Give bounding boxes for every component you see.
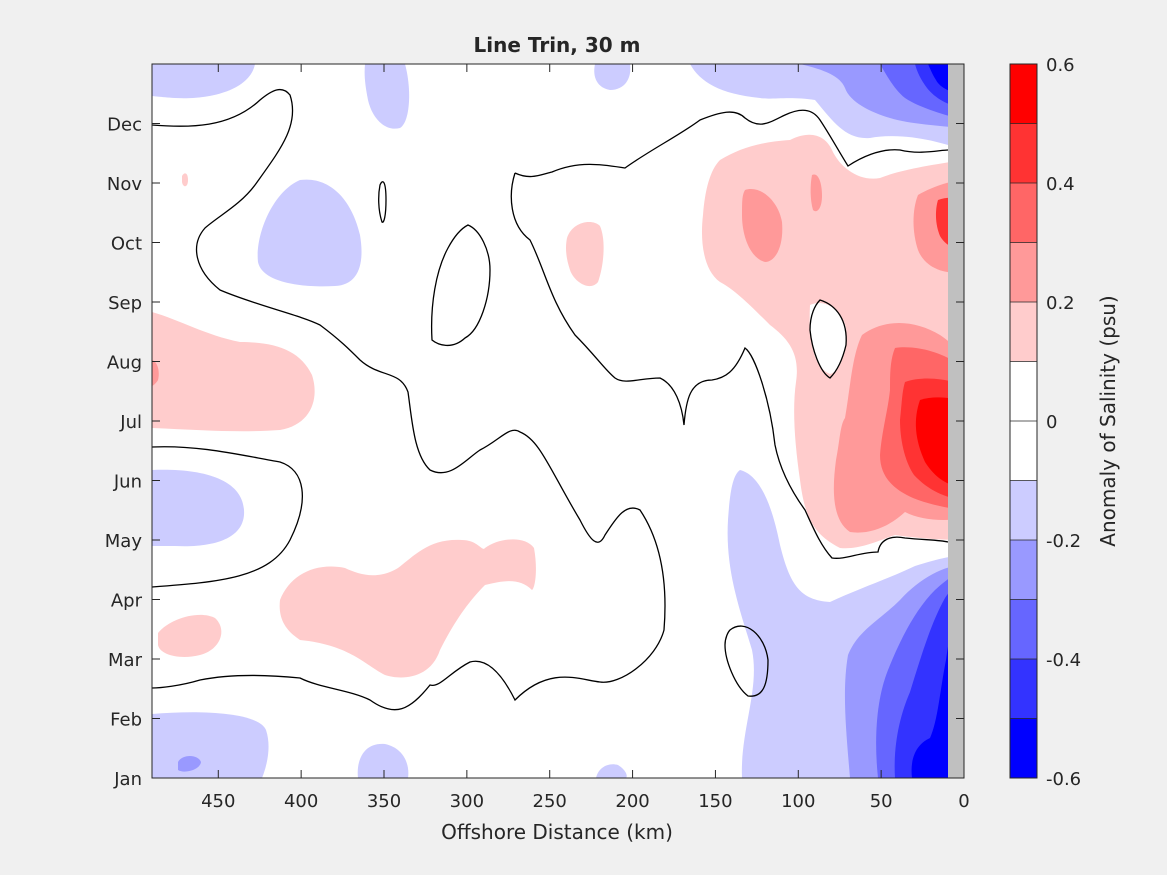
colorbar-swatch <box>1010 480 1037 540</box>
chart-title: Line Trin, 30 m <box>474 33 641 57</box>
fresh-anomaly-top-patch-small <box>594 64 631 90</box>
y-tick-label: Jun <box>113 472 142 493</box>
colorbar-tick-label: 0.2 <box>1046 293 1075 314</box>
x-tick-label: 100 <box>781 791 815 812</box>
y-tick-label: Aug <box>107 353 142 374</box>
colorbar-swatch <box>1010 361 1037 421</box>
y-tick-label: Apr <box>111 591 143 612</box>
nearshore-fresh-bottom <box>727 470 964 778</box>
colorbar-swatch <box>1010 718 1037 778</box>
fresh-anomaly-jan-small-2 <box>596 764 627 778</box>
fresh-anomaly-jan-dot <box>178 756 201 772</box>
colorbar-swatch <box>1010 64 1037 124</box>
y-tick-label: Nov <box>107 174 142 195</box>
x-tick-label: 250 <box>533 791 567 812</box>
salty-anomaly-apr-patch <box>279 539 536 678</box>
x-tick-label: 150 <box>698 791 732 812</box>
fresh-anomaly-jan-small <box>357 743 409 778</box>
salty-anomaly-aug-dot <box>152 360 159 386</box>
colorbar-tick-label: 0.4 <box>1046 174 1075 195</box>
y-tick-label: Dec <box>107 115 142 136</box>
salty-anomaly-mar-patch <box>158 614 222 657</box>
y-tick-label: May <box>105 531 143 552</box>
x-tick-label: 350 <box>367 791 401 812</box>
colorbar-swatch <box>1010 540 1037 600</box>
colorbar-tick-label: 0 <box>1046 412 1057 433</box>
x-tick-label: 0 <box>958 791 969 812</box>
fresh-anomaly-jun-patch <box>152 469 245 547</box>
colorbar-tick-label: -0.4 <box>1046 650 1081 671</box>
y-tick-label: Jul <box>119 412 142 433</box>
plot-area <box>152 64 964 778</box>
colorbar-label: Anomaly of Salinity (psu) <box>1096 295 1120 546</box>
y-tick-label: Feb <box>110 710 142 731</box>
fresh-anomaly-oct-patch <box>257 179 362 287</box>
tick-layer: 450 400 350 300 250 200 150 100 50 0 Jan Feb Mar Apr M… <box>105 64 970 812</box>
x-tick-label: 200 <box>615 791 649 812</box>
colorbar-tick-label: -0.2 <box>1046 531 1081 552</box>
colorbar-swatch <box>1010 659 1037 719</box>
fresh-anomaly-top-patch <box>364 64 410 129</box>
x-tick-label: 400 <box>284 791 318 812</box>
colorbar: -0.6 -0.4 -0.2 0 0.2 0.4 0.6 <box>1009 55 1081 790</box>
colorbar-swatch <box>1010 599 1037 659</box>
fresh-anomaly-offshore-top <box>152 64 255 99</box>
nearshore-salty <box>701 134 964 549</box>
y-tick-label: Jan <box>113 769 142 790</box>
colorbar-tick-label: 0.6 <box>1046 55 1075 76</box>
y-tick-label: Mar <box>108 650 143 671</box>
salty-anomaly-aug-patch <box>152 312 315 432</box>
colorbar-swatch <box>1010 123 1037 183</box>
x-tick-label: 450 <box>201 791 235 812</box>
x-axis-label: Offshore Distance (km) <box>441 820 673 844</box>
x-tick-label: 50 <box>870 791 893 812</box>
colorbar-swatch <box>1010 421 1037 481</box>
colorbar-frame <box>1009 63 1038 779</box>
salty-anomaly-oct-patch <box>566 222 604 287</box>
colorbar-swatch <box>1010 183 1037 243</box>
colorbar-swatch <box>1010 242 1037 302</box>
y-tick-label: Sep <box>108 293 142 314</box>
colorbar-swatch <box>1010 302 1037 362</box>
y-tick-label: Oct <box>111 234 142 255</box>
zero-contours <box>152 88 949 711</box>
fresh-anomaly-jan-patch <box>152 712 269 778</box>
colorbar-tick-label: -0.6 <box>1046 769 1081 790</box>
salty-anomaly-nov-dot <box>182 173 188 187</box>
x-tick-label: 300 <box>450 791 484 812</box>
